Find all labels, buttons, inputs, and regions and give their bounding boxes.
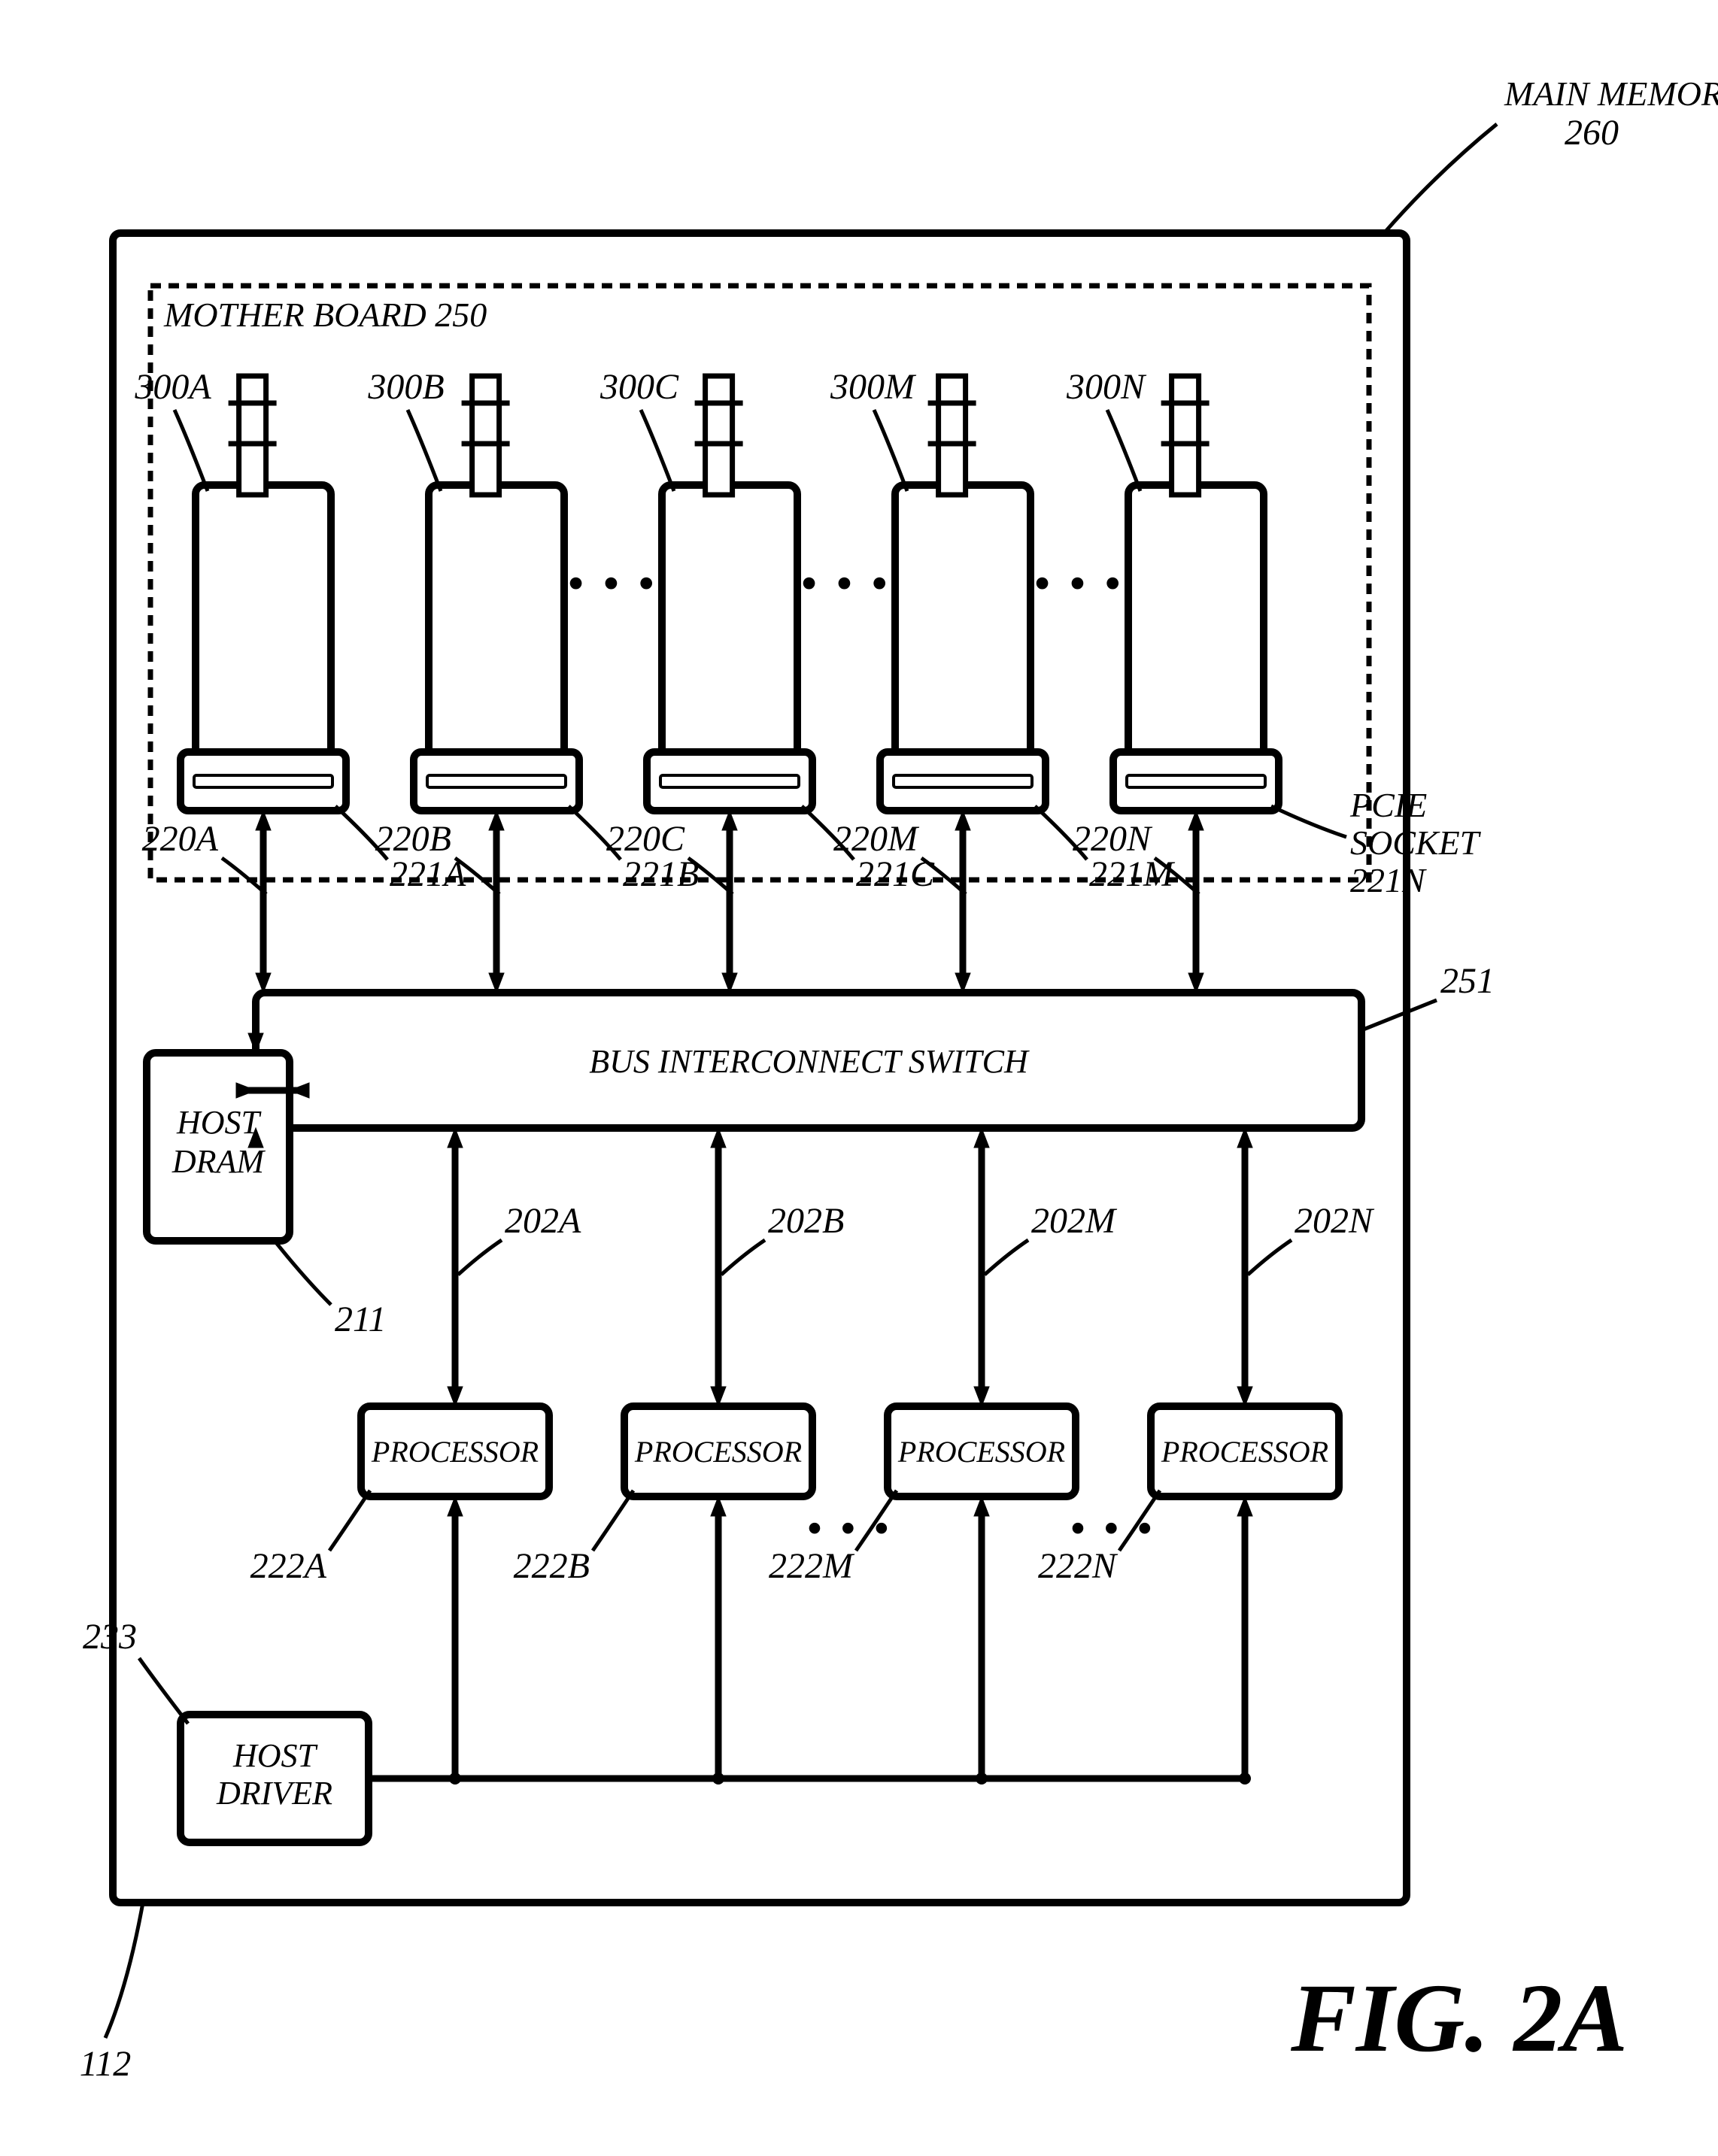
svg-text:HOSTDRIVER: HOSTDRIVER — [216, 1737, 332, 1812]
svg-text:222B: 222B — [514, 1546, 590, 1586]
svg-text:PROCESSOR: PROCESSOR — [897, 1435, 1065, 1469]
svg-text:220B: 220B — [375, 819, 451, 859]
svg-text:300M: 300M — [830, 367, 917, 407]
svg-text:• • •: • • • — [1070, 1506, 1156, 1551]
svg-text:221M: 221M — [1089, 854, 1176, 894]
svg-text:• • •: • • • — [1034, 559, 1125, 608]
svg-text:300C: 300C — [599, 367, 679, 407]
svg-text:222M: 222M — [769, 1546, 855, 1586]
svg-text:222A: 222A — [250, 1546, 327, 1586]
svg-text:260: 260 — [1565, 113, 1619, 153]
svg-text:300B: 300B — [367, 367, 444, 407]
svg-text:220M: 220M — [833, 819, 920, 859]
svg-text:202M: 202M — [1031, 1201, 1118, 1241]
svg-text:• • •: • • • — [801, 559, 891, 608]
svg-text:251: 251 — [1440, 961, 1495, 1001]
svg-text:• • •: • • • — [568, 559, 658, 608]
svg-text:220N: 220N — [1073, 819, 1153, 859]
svg-text:PROCESSOR: PROCESSOR — [1161, 1435, 1328, 1469]
svg-text:220A: 220A — [142, 819, 219, 859]
svg-text:202B: 202B — [768, 1201, 844, 1241]
svg-text:300A: 300A — [134, 367, 211, 407]
svg-text:233: 233 — [83, 1617, 137, 1657]
svg-text:PROCESSOR: PROCESSOR — [634, 1435, 802, 1469]
svg-text:202N: 202N — [1295, 1201, 1375, 1241]
svg-text:FIG. 2A: FIG. 2A — [1290, 1964, 1628, 2073]
svg-text:300N: 300N — [1066, 367, 1147, 407]
svg-text:MAIN MEMORY: MAIN MEMORY — [1504, 74, 1718, 113]
svg-text:211: 211 — [335, 1299, 386, 1339]
svg-text:MOTHER BOARD 250: MOTHER BOARD 250 — [163, 296, 487, 334]
svg-text:BUS INTERCONNECT SWITCH: BUS INTERCONNECT SWITCH — [589, 1043, 1030, 1080]
svg-text:221B: 221B — [623, 854, 699, 894]
svg-text:202A: 202A — [505, 1201, 581, 1241]
svg-text:PCIESOCKET221N: PCIESOCKET221N — [1349, 786, 1482, 899]
svg-text:221A: 221A — [390, 854, 466, 894]
svg-text:220C: 220C — [606, 819, 685, 859]
svg-text:• • •: • • • — [807, 1506, 893, 1551]
svg-text:PROCESSOR: PROCESSOR — [371, 1435, 539, 1469]
svg-text:222N: 222N — [1038, 1546, 1119, 1586]
svg-text:112: 112 — [80, 2044, 131, 2084]
